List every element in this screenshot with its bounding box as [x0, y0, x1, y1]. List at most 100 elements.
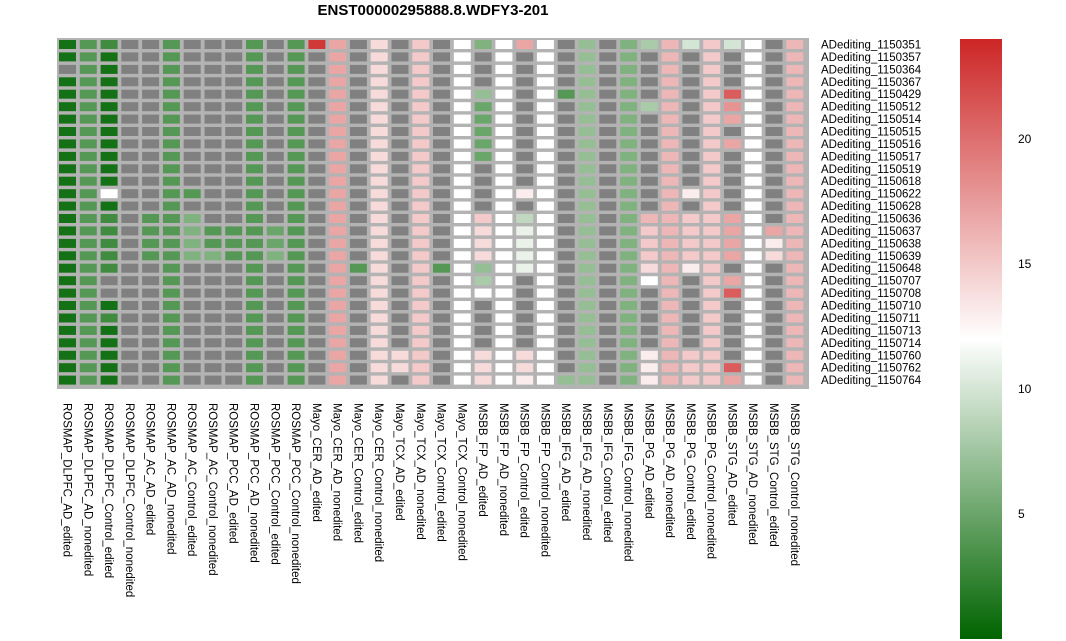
- heatmap-cell: [183, 176, 201, 186]
- heatmap-cell: [79, 363, 97, 373]
- heatmap-cell: [495, 127, 513, 136]
- heatmap-cell: [225, 77, 243, 87]
- heatmap-cell: [100, 313, 118, 323]
- heatmap-cell: [474, 325, 492, 335]
- heatmap-cell: [225, 251, 243, 261]
- heatmap-cell: [287, 40, 305, 49]
- heatmap-cell: [370, 40, 388, 49]
- heatmap-cell: [287, 127, 305, 136]
- heatmap-cell: [59, 263, 76, 273]
- heatmap-cell: [370, 201, 388, 211]
- heatmap-cell: [433, 139, 450, 149]
- heatmap-cell: [495, 52, 513, 62]
- heatmap-cell: [183, 288, 201, 298]
- heatmap-cell: [370, 102, 388, 112]
- heatmap-cell: [682, 102, 700, 112]
- heatmap-cell: [59, 338, 76, 348]
- heatmap-cell: [370, 139, 388, 149]
- heatmap-cell: [682, 151, 700, 161]
- heatmap-cell: [349, 52, 367, 62]
- heatmap-cell: [162, 288, 180, 298]
- heatmap-cell: [661, 151, 679, 161]
- heatmap-cell: [516, 276, 534, 286]
- heatmap-cell: [744, 214, 762, 223]
- row-label: ADediting_1150637: [821, 226, 921, 238]
- heatmap-cell: [765, 89, 783, 99]
- heatmap-cell: [724, 127, 741, 136]
- heatmap-cell: [682, 176, 700, 186]
- heatmap-cell: [474, 226, 492, 236]
- heatmap-cell: [620, 338, 638, 348]
- heatmap-cell: [225, 263, 243, 273]
- heatmap-cell: [557, 89, 575, 99]
- heatmap-cell: [495, 313, 513, 323]
- column-label: MSBB_PG_AD_edited: [642, 403, 654, 519]
- heatmap-cell: [370, 226, 388, 236]
- heatmap-cell: [266, 338, 284, 348]
- heatmap-cell: [620, 127, 638, 136]
- heatmap-cell: [412, 263, 430, 273]
- column-label: MSBB_STG_AD_edited: [726, 403, 738, 526]
- heatmap-cell: [516, 201, 534, 211]
- heatmap-cell: [620, 263, 638, 273]
- heatmap-cell: [536, 214, 554, 223]
- heatmap-cell: [100, 40, 118, 49]
- heatmap-cell: [183, 313, 201, 323]
- heatmap-cell: [744, 350, 762, 360]
- heatmap-cell: [536, 189, 554, 199]
- heatmap-cell: [453, 164, 471, 174]
- heatmap-cell: [536, 276, 554, 286]
- heatmap-cell: [142, 276, 160, 286]
- heatmap-cell: [349, 176, 367, 186]
- heatmap-cell: [724, 40, 741, 49]
- heatmap-cell: [703, 102, 721, 112]
- heatmap-cell: [59, 64, 76, 74]
- heatmap-cell: [183, 238, 201, 248]
- heatmap-cell: [329, 77, 347, 87]
- heatmap-cell: [246, 251, 263, 261]
- heatmap-cell: [412, 375, 430, 385]
- heatmap-cell: [724, 139, 741, 149]
- heatmap-cell: [703, 251, 721, 261]
- heatmap-cell: [453, 77, 471, 87]
- heatmap-cell: [204, 375, 222, 385]
- heatmap-cell: [578, 276, 596, 286]
- heatmap-cell: [412, 40, 430, 49]
- row-label: ADediting_1150519: [821, 164, 921, 176]
- heatmap-cell: [495, 64, 513, 74]
- heatmap-cell: [640, 77, 658, 87]
- heatmap-cell: [765, 226, 783, 236]
- row-label: ADediting_1150351: [821, 40, 921, 52]
- heatmap-cell: [59, 89, 76, 99]
- heatmap-cell: [142, 164, 160, 174]
- heatmap-cell: [349, 338, 367, 348]
- heatmap-cell: [453, 176, 471, 186]
- heatmap-cell: [557, 226, 575, 236]
- heatmap-cell: [724, 375, 741, 385]
- heatmap-cell: [308, 313, 326, 323]
- heatmap-cell: [536, 176, 554, 186]
- heatmap-cell: [557, 251, 575, 261]
- heatmap-cell: [744, 338, 762, 348]
- heatmap-cell: [370, 350, 388, 360]
- heatmap-cell: [744, 238, 762, 248]
- heatmap-cell: [308, 64, 326, 74]
- heatmap-cell: [79, 263, 97, 273]
- heatmap-cell: [599, 325, 617, 335]
- heatmap-cell: [724, 77, 741, 87]
- heatmap-cell: [246, 176, 263, 186]
- heatmap-cell: [308, 127, 326, 136]
- heatmap-cell: [599, 288, 617, 298]
- legend-tick-label: 15: [1018, 257, 1032, 271]
- heatmap-cell: [59, 313, 76, 323]
- heatmap-cell: [703, 363, 721, 373]
- row-label: ADediting_1150512: [821, 102, 921, 114]
- heatmap-cell: [266, 263, 284, 273]
- heatmap-cell: [536, 40, 554, 49]
- heatmap-cell: [142, 313, 160, 323]
- heatmap-cell: [495, 151, 513, 161]
- heatmap-cell: [204, 276, 222, 286]
- heatmap-cell: [391, 89, 409, 99]
- heatmap-cell: [287, 164, 305, 174]
- heatmap-cell: [225, 375, 243, 385]
